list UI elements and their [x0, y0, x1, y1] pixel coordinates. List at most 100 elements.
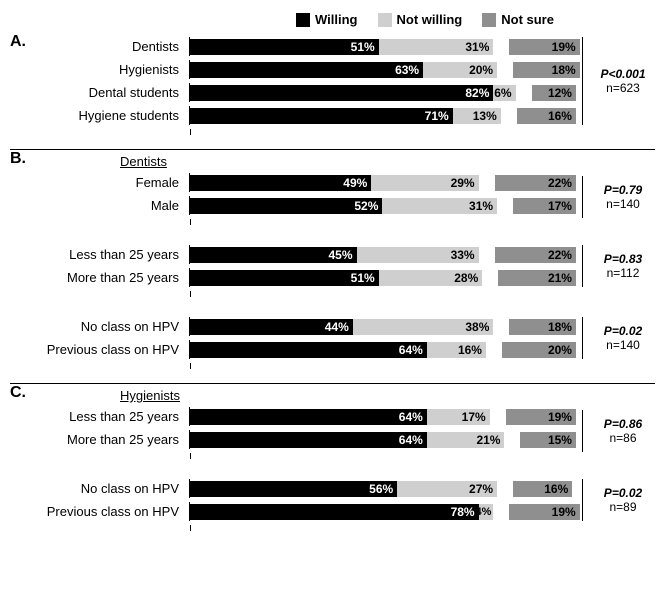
group: Dentists51%31%19% Hygienists63%20%18%Dent… [10, 37, 655, 135]
seg-willing: 52% [190, 198, 382, 214]
bar-area: 82%6%12% [190, 85, 576, 101]
row-label: Hygienists [10, 60, 190, 79]
row-label: Previous class on HPV [10, 340, 190, 359]
row-label: More than 25 years [10, 430, 190, 449]
legend-label: Not sure [501, 12, 554, 27]
bar-row: Less than 25 years64%17%19% [10, 407, 655, 426]
group-header: Dentists [120, 154, 655, 169]
seg-notwilling: 28% [379, 270, 483, 286]
seg-notsure: 21% [498, 270, 576, 286]
row-label: Less than 25 years [10, 407, 190, 426]
stat-p: P=0.02 [591, 324, 655, 338]
seg-willing: 44% [190, 319, 353, 335]
group-spacer [10, 303, 655, 317]
bar-area: 56%27% 16% [190, 481, 572, 497]
seg-notsure: 18% [509, 319, 576, 335]
stat-p-text: P=0.79 [604, 183, 642, 197]
axis-extension [190, 219, 655, 225]
bar-area: 52%31% 17% [190, 198, 576, 214]
panel: B.DentistsFemale49%29%22%Male52%31%17%P=… [10, 149, 655, 383]
axis-extension [190, 363, 655, 369]
stat-p-text: P=0.83 [604, 252, 642, 266]
seg-notsure: 16% [513, 481, 572, 497]
stat-n: n=623 [591, 81, 655, 95]
stat-n: n=140 [591, 338, 655, 352]
notwilling-swatch [378, 13, 392, 27]
row-label: Female [10, 173, 190, 192]
bar-area: 63%20%18% [190, 62, 580, 78]
bar-row: No class on HPV56%27%16% [10, 479, 655, 498]
seg-notwilling: 20% [423, 62, 497, 78]
row-label: No class on HPV [10, 317, 190, 336]
seg-notsure: 22% [495, 247, 576, 263]
stat-block: P=0.86n=86 [582, 410, 655, 452]
seg-willing: 49% [190, 175, 371, 191]
legend-item: Not sure [482, 12, 554, 27]
bar-row: Less than 25 years45%33% 22% [10, 245, 655, 264]
row-label: More than 25 years [10, 268, 190, 287]
seg-willing: 78% [190, 504, 479, 520]
stat-block: P=0.83n=112 [582, 245, 655, 287]
seg-willing: 71% [190, 108, 453, 124]
seg-notsure: 16% [517, 108, 576, 124]
bar-area: 64%16% 20% [190, 342, 576, 358]
row-label: Dental students [10, 83, 190, 102]
seg-notwilling: 16% [427, 342, 486, 358]
bar-area: 44%38%18% [190, 319, 576, 335]
group: HygienistsLess than 25 years64%17%19%Mor… [10, 388, 655, 459]
seg-willing: 64% [190, 409, 427, 425]
seg-notsure: 20% [502, 342, 576, 358]
stat-n: n=86 [591, 431, 655, 445]
row-label: Previous class on HPV [10, 502, 190, 521]
group-spacer [10, 231, 655, 245]
stat-p: P<0.001 [591, 67, 655, 81]
seg-notwilling: 17% [427, 409, 490, 425]
legend-label: Willing [315, 12, 358, 27]
group-header: Hygienists [120, 388, 655, 403]
seg-notwilling: 29% [371, 175, 478, 191]
panel: C.HygienistsLess than 25 years64%17%19%M… [10, 383, 655, 545]
row-label: Less than 25 years [10, 245, 190, 264]
chart-root: WillingNot willingNot sureA.Dentists51%3… [10, 12, 655, 545]
seg-willing: 64% [190, 342, 427, 358]
seg-willing: 56% [190, 481, 397, 497]
group: No class on HPV56%27%16%Previous class o… [10, 465, 655, 531]
seg-notwilling: 6% [493, 85, 515, 101]
bar-area: 64%17%19% [190, 409, 576, 425]
bar-row: Previous class on HPV64%16% 20% [10, 340, 655, 359]
stat-p-text: P=0.86 [604, 417, 642, 431]
seg-notwilling: 33% [357, 247, 479, 263]
seg-willing: 63% [190, 62, 423, 78]
stat-p: P=0.02 [591, 486, 655, 500]
bar-row: Dentists51%31%19% [10, 37, 655, 56]
stat-block: P=0.02n=89 [582, 479, 655, 521]
axis-extension [190, 453, 655, 459]
stat-block: P=0.79n=140 [582, 176, 655, 218]
seg-willing: 51% [190, 270, 379, 286]
bar-area: 45%33% 22% [190, 247, 576, 263]
seg-willing: 51% [190, 39, 379, 55]
bar-area: 49%29%22% [190, 175, 576, 191]
willing-swatch [296, 13, 310, 27]
stat-p: P=0.83 [591, 252, 655, 266]
group-spacer [10, 465, 655, 479]
seg-notsure: 12% [532, 85, 576, 101]
seg-notsure: 15% [520, 432, 576, 448]
bar-area: 64%21%15% [190, 432, 576, 448]
row-label: Dentists [10, 37, 190, 56]
seg-notwilling: 27% [397, 481, 497, 497]
bar-area: 71%13%16% [190, 108, 576, 124]
stat-p: P=0.86 [591, 417, 655, 431]
seg-willing: 45% [190, 247, 357, 263]
seg-notwilling: 31% [382, 198, 497, 214]
bar-row: Male52%31%17% [10, 196, 655, 215]
stat-n: n=140 [591, 197, 655, 211]
seg-notwilling: 21% [427, 432, 505, 448]
stat-p: P=0.79 [591, 183, 655, 197]
bar-row: Hygiene students71%13%16% [10, 106, 655, 125]
seg-notsure: 17% [513, 198, 576, 214]
bar-row: Dental students82%6%12% [10, 83, 655, 102]
seg-notwilling: 4% [479, 504, 494, 520]
bar-row: More than 25 years64%21%15% [10, 430, 655, 449]
legend: WillingNot willingNot sure [195, 12, 655, 27]
